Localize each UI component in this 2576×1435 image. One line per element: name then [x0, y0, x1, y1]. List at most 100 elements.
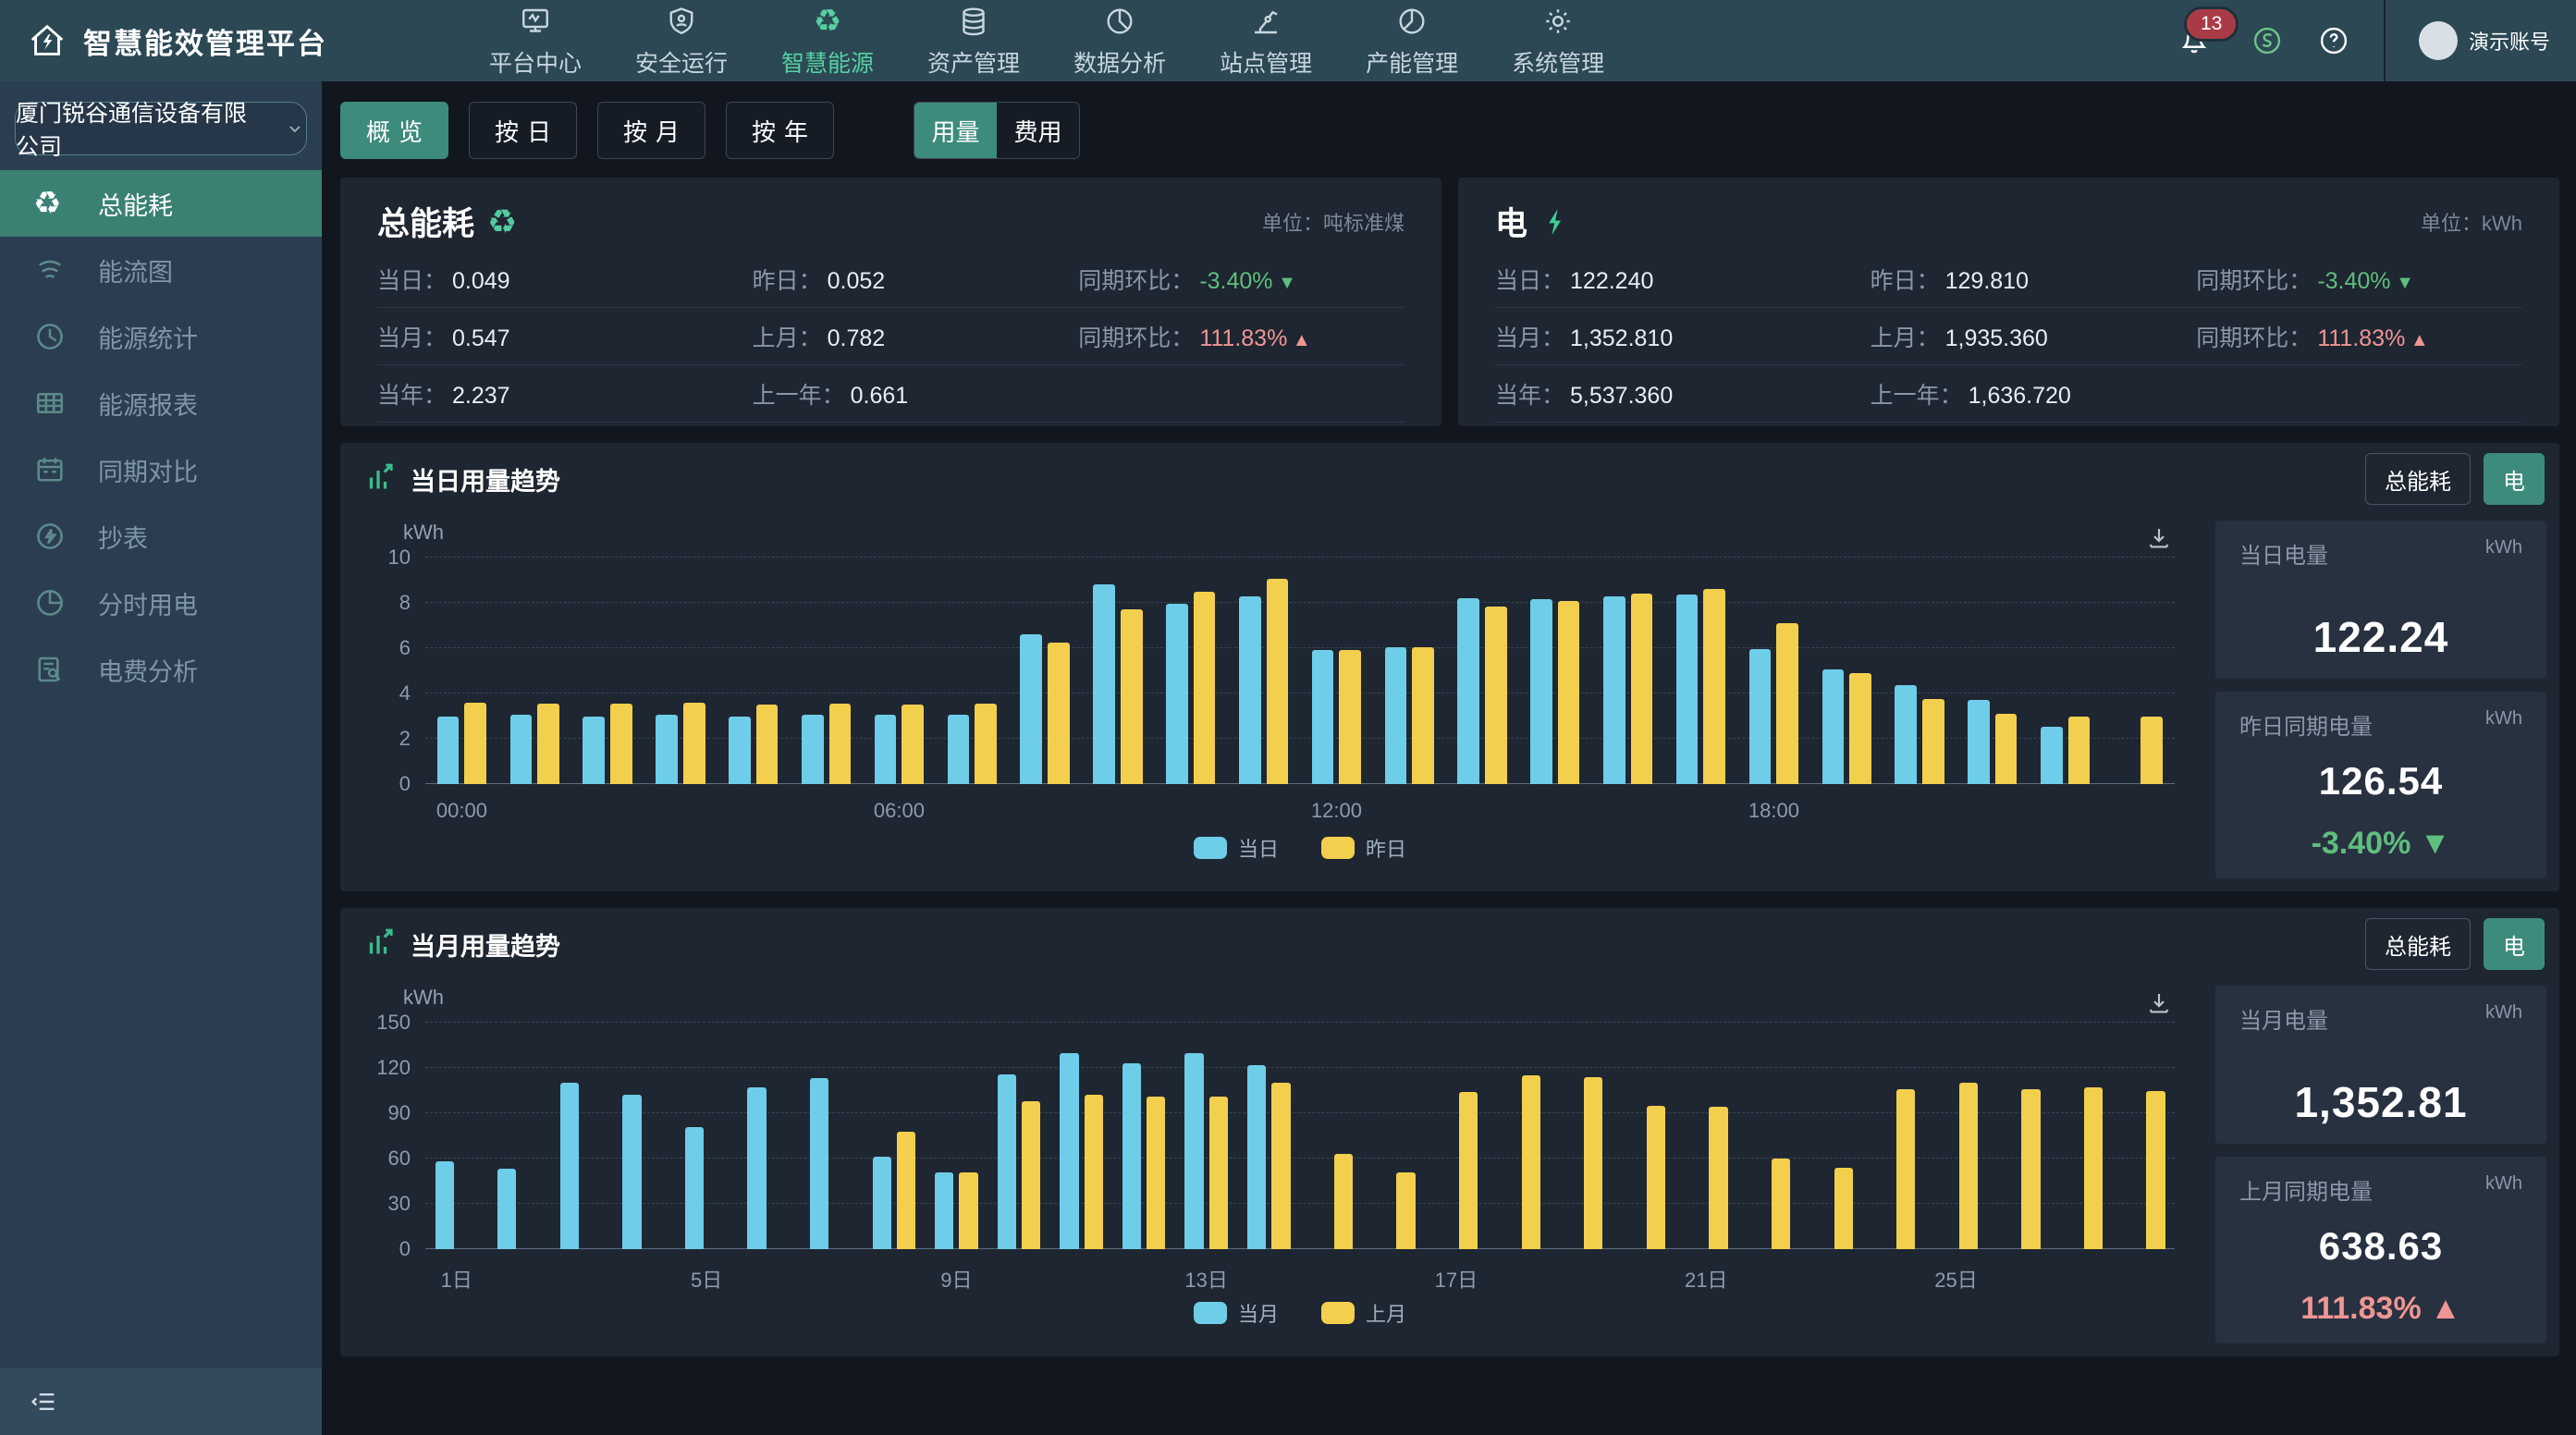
stat-card-header: 总能耗♻单位：吨标准煤: [377, 198, 1405, 245]
bar: [747, 1087, 766, 1249]
legend-label: 昨日: [1366, 833, 1406, 863]
view-tab-2[interactable]: 按月: [597, 102, 705, 159]
view-tab-3[interactable]: 按年: [726, 102, 834, 159]
bar: [2084, 1087, 2103, 1249]
x-tick-label: 06:00: [874, 799, 925, 823]
metric-tab-1[interactable]: 费用: [997, 103, 1079, 158]
sidebar-item-label: 能源报表: [98, 386, 198, 422]
type-button-1[interactable]: 电: [2484, 453, 2545, 505]
legend-swatch: [1321, 1302, 1355, 1324]
legend-item[interactable]: 当月: [1194, 1298, 1279, 1328]
company-select[interactable]: 厦门锐谷通信设备有限公司: [15, 102, 307, 155]
bar: [1485, 607, 1507, 784]
sidebar-item-label: 能流图: [98, 252, 173, 288]
nav-item-smart-energy[interactable]: ♻智慧能源: [781, 4, 874, 79]
bar: [1184, 1053, 1203, 1249]
stat-cell: 同期环比：-3.40% ▼: [2196, 263, 2522, 296]
nav-item-data-analysis[interactable]: 数据分析: [1073, 4, 1166, 79]
stat-value: 1,636.720: [1969, 383, 2071, 409]
download-chart-button[interactable]: [2145, 524, 2173, 557]
panel-title: 当月用量趋势: [364, 925, 560, 964]
y-tick-label: 2: [399, 727, 411, 751]
bar: [1412, 647, 1434, 784]
bar: [2068, 717, 2091, 785]
sidebar-item-meter-reading[interactable]: 抄表: [0, 503, 322, 570]
stat-value: 1,352.810: [1570, 325, 1673, 351]
bar: [1147, 1097, 1165, 1249]
sidebar-item-period-compare[interactable]: 同期对比: [0, 436, 322, 503]
bar: [1703, 589, 1725, 784]
sidebar-item-tou-power[interactable]: 分时用电: [0, 570, 322, 636]
bar-group: [1810, 558, 1883, 784]
bar-group: [987, 1023, 1050, 1249]
nav-item-site-management[interactable]: 站点管理: [1220, 4, 1312, 79]
bar: [756, 705, 779, 784]
bar: [1194, 592, 1216, 784]
bar: [873, 1157, 891, 1249]
nav-item-platform-center[interactable]: 平台中心: [489, 4, 582, 79]
monthly-trend-panel: 当月用量趋势总能耗电kWh03060901201501日5日9日13日17日21…: [340, 908, 2559, 1356]
nav-item-capacity-management[interactable]: 产能管理: [1366, 4, 1458, 79]
bar: [1959, 1083, 1978, 1249]
stat-value: 0.547: [452, 325, 510, 351]
bar-group: [1009, 558, 1082, 784]
bar: [464, 703, 486, 784]
nav-item-label: 系统管理: [1512, 45, 1604, 79]
bar: [829, 704, 852, 784]
notifications-button[interactable]: 13: [2177, 21, 2217, 61]
stat-cell: 上一年：1,636.720: [1871, 377, 2197, 411]
nav-item-safe-operation[interactable]: 安全运行: [635, 4, 728, 79]
clock-pie-icon: [33, 320, 70, 353]
status-link-button[interactable]: [2251, 24, 2284, 57]
view-tab-1[interactable]: 按日: [469, 102, 577, 159]
mini-card-header: 当月电量kWh: [2239, 1002, 2522, 1035]
type-button-0[interactable]: 总能耗: [2365, 453, 2471, 505]
sidebar-item-energy-report[interactable]: 能源报表: [0, 370, 322, 436]
nav-item-system-management[interactable]: 系统管理: [1512, 4, 1604, 79]
bar: [583, 717, 605, 785]
nav-item-label: 安全运行: [635, 45, 728, 79]
metric-tab-0[interactable]: 用量: [914, 103, 997, 158]
bar: [1922, 699, 1944, 784]
x-tick-label: 5日: [691, 1264, 722, 1294]
x-tick-label: 9日: [940, 1264, 972, 1294]
sidebar-collapse-button[interactable]: [0, 1367, 322, 1435]
type-button-0[interactable]: 总能耗: [2365, 918, 2471, 970]
legend-label: 当日: [1238, 833, 1279, 863]
nav-item-asset-management[interactable]: 资产管理: [927, 4, 1020, 79]
type-button-1[interactable]: 电: [2484, 918, 2545, 970]
sidebar-item-total-energy[interactable]: ♻总能耗: [0, 170, 322, 237]
legend-item[interactable]: 当日: [1194, 833, 1279, 863]
x-tick-label: 18:00: [1748, 799, 1799, 823]
legend-label: 当月: [1238, 1298, 1279, 1328]
stat-card-unit: 单位：吨标准煤: [1262, 207, 1405, 237]
account-menu[interactable]: 演示账号: [2419, 21, 2550, 60]
database-icon: [957, 4, 990, 39]
mini-card-header: 昨日同期电量kWh: [2239, 708, 2522, 741]
shield-icon: [665, 4, 698, 39]
bar: [1522, 1075, 1540, 1249]
legend-item[interactable]: 昨日: [1321, 833, 1406, 863]
bar: [802, 715, 824, 784]
view-tab-0[interactable]: 概览: [340, 102, 448, 159]
download-chart-button[interactable]: [2145, 989, 2173, 1022]
help-button[interactable]: [2317, 24, 2350, 57]
stat-label: 当月：: [1495, 325, 1564, 351]
chart-legend: 当日 昨日: [425, 827, 2175, 869]
recycle-icon: ♻: [487, 202, 517, 241]
sidebar-item-energy-flow[interactable]: 能流图: [0, 237, 322, 303]
panel-title-text: 当日用量趋势: [411, 461, 560, 497]
legend-item[interactable]: 上月: [1321, 1298, 1406, 1328]
stat-label: 上一年：: [753, 383, 845, 409]
y-tick-label: 90: [388, 1101, 411, 1125]
mini-card-value: 122.24: [2239, 612, 2522, 662]
bar: [1968, 700, 1990, 784]
stat-value: 0.661: [851, 383, 909, 409]
bar-group: [1550, 1023, 1613, 1249]
sidebar-item-energy-stats[interactable]: 能源统计: [0, 303, 322, 370]
bar: [1312, 650, 1334, 784]
bar-group: [550, 1023, 613, 1249]
bar: [1085, 1095, 1103, 1249]
chart-side-cards: 当月电量kWh1,352.81上月同期电量kWh638.63111.83% ▲: [2215, 975, 2546, 1345]
sidebar-item-tariff-analysis[interactable]: 电费分析: [0, 636, 322, 703]
